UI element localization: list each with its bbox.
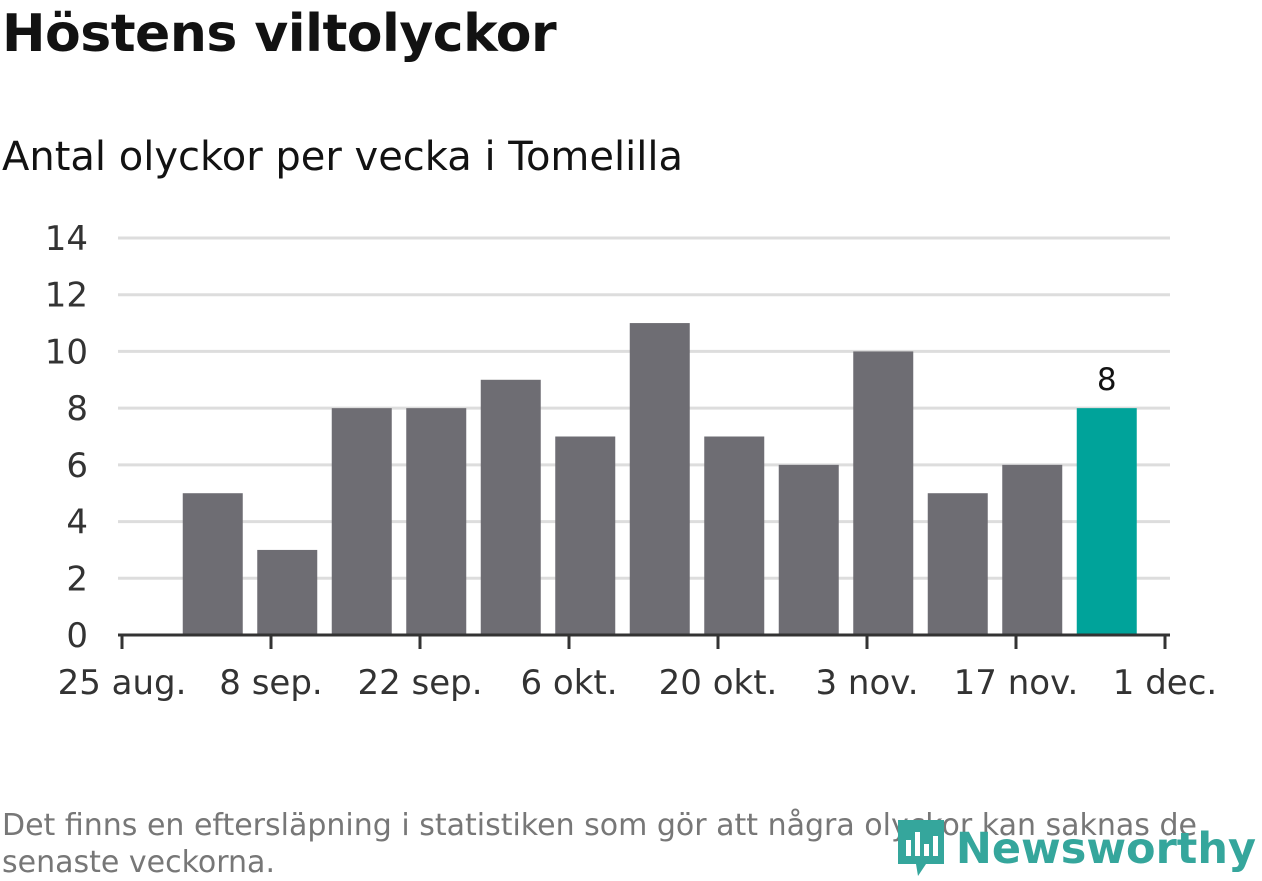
x-tick-label: 25 aug. (58, 663, 187, 703)
y-axis: 0 2 4 6 8 10 12 14 (45, 219, 88, 656)
x-tick-label: 8 sep. (219, 663, 322, 703)
y-tick-label: 6 (66, 446, 88, 486)
y-tick-label: 14 (45, 219, 88, 259)
data-label: 8 (1097, 362, 1117, 398)
bar (480, 379, 541, 635)
newsworthy-logo: Newsworthy (896, 818, 1256, 880)
bars (182, 323, 1137, 635)
bar (778, 464, 839, 635)
y-tick-label: 2 (66, 559, 88, 599)
chart-logo-icon (897, 820, 944, 876)
data-labels: 8 (1097, 362, 1117, 398)
bar (1002, 464, 1063, 635)
bar (182, 493, 243, 635)
footnote: Det finns en eftersläpning i statistiken… (2, 808, 1197, 880)
bar (257, 549, 318, 635)
bar-chart: 0 2 4 6 8 10 12 14 8 25 aug. 8 sep. 22 sep. 6 okt.… (45, 219, 1217, 703)
bar (555, 436, 616, 635)
x-tick-label: 22 sep. (357, 663, 482, 703)
x-axis: 25 aug. 8 sep. 22 sep. 6 okt. 20 okt. 3 nov. 1… (58, 633, 1217, 703)
x-tick-label: 17 nov. (954, 663, 1079, 703)
bar (704, 436, 765, 635)
bar (927, 493, 988, 635)
x-tick-label: 6 okt. (520, 663, 617, 703)
x-tick-label: 3 nov. (815, 663, 918, 703)
chart-subtitle: Antal olyckor per vecka i Tomelilla (2, 134, 683, 180)
logo-text: Newsworthy (955, 824, 1256, 874)
x-tick-label: 20 okt. (659, 663, 778, 703)
bar (331, 408, 392, 635)
y-tick-label: 12 (45, 276, 88, 316)
y-tick-label: 8 (66, 389, 88, 429)
y-tick-label: 10 (45, 332, 88, 372)
chart-title: Höstens viltolyckor (2, 4, 557, 64)
bar (853, 351, 914, 635)
x-tick-label: 1 dec. (1113, 663, 1217, 703)
bar (1076, 408, 1137, 635)
bar (406, 408, 467, 635)
y-tick-label: 0 (66, 616, 88, 656)
y-tick-label: 4 (66, 503, 88, 543)
bar (629, 323, 690, 635)
